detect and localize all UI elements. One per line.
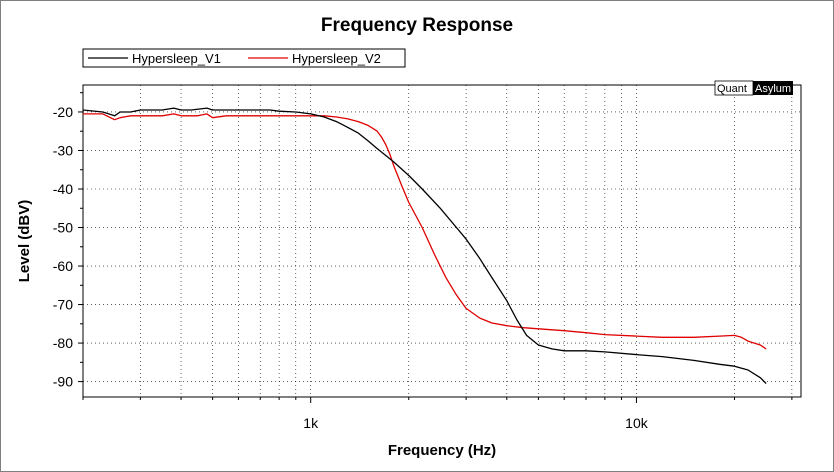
y-tick-label: -60 (53, 258, 73, 274)
legend-label-hypersleep-v2: Hypersleep_V2 (292, 51, 381, 66)
y-tick-label: -40 (53, 181, 73, 197)
legend-box (82, 48, 406, 68)
y-axis-title: Level (dBV) (16, 200, 33, 283)
chart-title: Frequency Response (321, 15, 513, 36)
y-tick-label: -90 (53, 374, 73, 390)
x-tick-label: 1k (303, 415, 319, 431)
axis-ticks: -20 -30 -40 -50 -60 -70 -80 -90 1k 10k (53, 92, 793, 431)
y-tick-label: -20 (53, 104, 73, 120)
y-tick-label: -30 (53, 142, 73, 158)
series-line-hypersleep-v2 (83, 113, 767, 350)
quantasylum-watermark: Quant Asylum (714, 80, 793, 96)
x-tick-label: 10k (625, 415, 649, 431)
y-tick-label: -80 (53, 335, 73, 351)
watermark-part-1: Quant (717, 83, 747, 95)
legend: Hypersleep_V1 Hypersleep_V2 (82, 48, 406, 68)
y-tick-label: -50 (53, 220, 73, 236)
plot-area (82, 84, 802, 398)
watermark-part-2: Asylum (755, 83, 791, 95)
x-axis-title: Frequency (Hz) (388, 442, 496, 459)
series-lines (82, 107, 767, 384)
y-tick-label: -70 (53, 297, 73, 313)
legend-label-hypersleep-v1: Hypersleep_V1 (132, 51, 221, 66)
series-line-hypersleep-v1 (82, 107, 767, 384)
grid (82, 85, 801, 397)
